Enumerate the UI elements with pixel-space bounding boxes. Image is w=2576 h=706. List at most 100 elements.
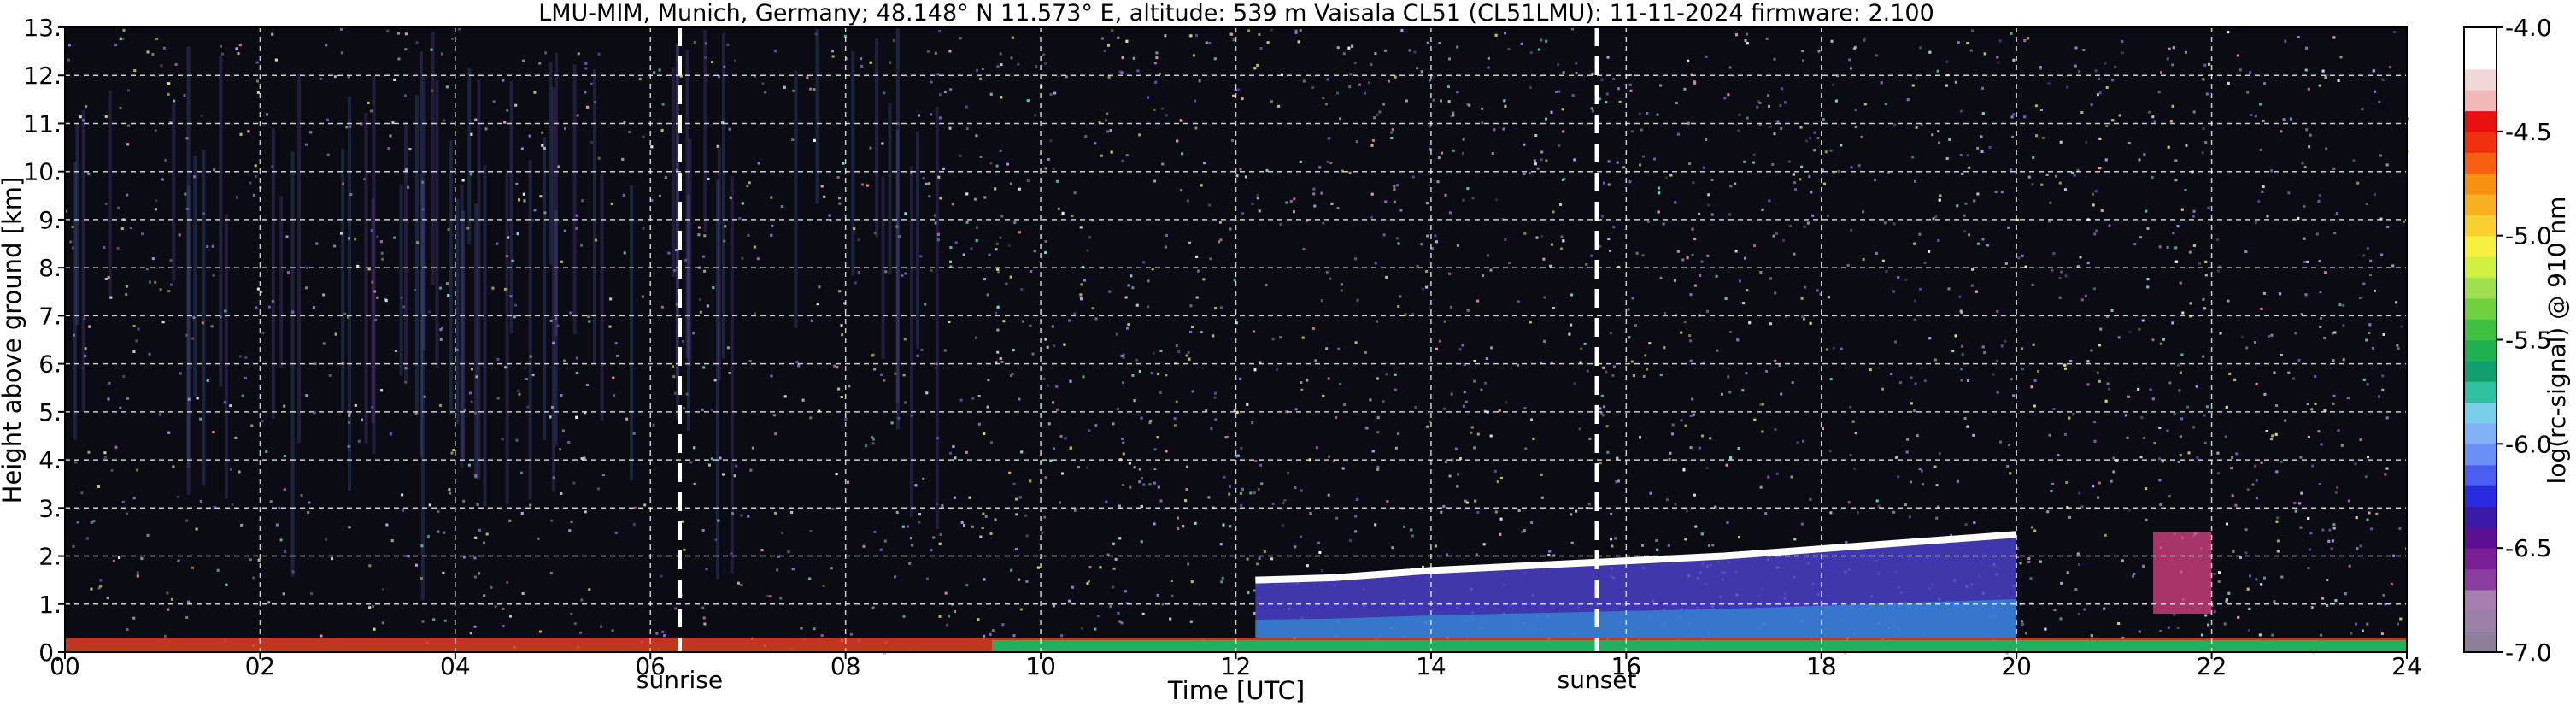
noise-speck — [1862, 257, 1865, 261]
noise-speck — [1558, 144, 1561, 147]
noise-speck — [1009, 275, 1012, 279]
noise-speck — [125, 293, 128, 296]
noise-speck — [533, 91, 537, 94]
noise-speck — [1857, 511, 1860, 515]
noise-speck — [697, 233, 701, 237]
noise-speck — [975, 134, 978, 138]
noise-speck — [402, 305, 406, 309]
noise-speck — [1297, 40, 1300, 44]
noise-speck — [1053, 447, 1055, 450]
noise-speck — [962, 253, 965, 256]
noise-speck — [162, 46, 166, 50]
noise-speck — [1371, 138, 1375, 142]
noise-speck — [1435, 240, 1438, 244]
noise-speck — [918, 114, 920, 117]
noise-speck — [1735, 33, 1738, 37]
noise-speck — [1549, 264, 1552, 268]
noise-speck — [443, 119, 446, 122]
noise-speck — [2098, 379, 2101, 383]
noise-speck — [1906, 98, 1910, 102]
noise-speck — [2064, 274, 2068, 278]
noise-speck — [2098, 167, 2102, 170]
noise-speck — [1080, 297, 1083, 301]
noise-speck — [1884, 103, 1887, 106]
noise-speck — [1165, 374, 1168, 377]
noise-speck — [440, 52, 443, 56]
noise-speck — [753, 245, 756, 249]
noise-speck — [1088, 236, 1092, 239]
noise-speck — [835, 473, 838, 476]
noise-speck — [1300, 388, 1304, 391]
noise-speck — [267, 601, 271, 604]
noise-speck — [1386, 500, 1389, 503]
noise-speck — [661, 103, 665, 106]
noise-speck — [1980, 150, 1984, 153]
noise-speck — [1246, 403, 1249, 406]
noise-speck — [367, 101, 370, 104]
noise-speck — [2284, 39, 2287, 43]
noise-speck — [2173, 412, 2176, 415]
noise-speck — [2145, 487, 2148, 491]
noise-speck — [2057, 454, 2060, 456]
noise-speck — [2323, 337, 2327, 340]
noise-speck — [1456, 485, 1459, 488]
noise-speck — [1600, 215, 1604, 218]
noise-speck — [1138, 133, 1141, 137]
noise-streak — [419, 51, 423, 458]
noise-speck — [2063, 432, 2067, 436]
noise-speck — [167, 608, 170, 611]
noise-speck — [675, 249, 678, 251]
noise-speck — [97, 586, 101, 590]
noise-speck — [2147, 110, 2151, 114]
noise-speck — [2328, 528, 2332, 532]
noise-speck — [2284, 419, 2287, 422]
noise-speck — [1320, 299, 1323, 303]
noise-speck — [151, 53, 155, 56]
noise-speck — [1259, 46, 1263, 50]
noise-speck — [889, 61, 892, 64]
noise-speck — [2342, 358, 2345, 362]
noise-speck — [2083, 608, 2086, 611]
noise-speck — [1118, 537, 1122, 540]
noise-speck — [869, 61, 872, 64]
noise-speck — [211, 244, 214, 248]
noise-speck — [689, 461, 693, 464]
noise-speck — [889, 61, 892, 64]
noise-speck — [1761, 430, 1764, 433]
noise-speck — [2151, 115, 2155, 119]
noise-speck — [485, 532, 489, 536]
noise-speck — [1998, 39, 2002, 43]
noise-speck — [1279, 336, 1282, 339]
noise-speck — [1420, 70, 1423, 74]
noise-speck — [642, 135, 645, 138]
noise-speck — [2162, 338, 2165, 341]
noise-speck — [2365, 203, 2368, 205]
noise-speck — [1133, 466, 1136, 469]
noise-speck — [1237, 88, 1241, 91]
noise-speck — [159, 288, 162, 291]
noise-speck — [97, 485, 100, 488]
noise-speck — [531, 374, 535, 377]
noise-speck — [1312, 187, 1316, 191]
noise-speck — [728, 372, 731, 374]
noise-speck — [1616, 161, 1619, 164]
noise-speck — [1905, 450, 1909, 454]
noise-speck — [2181, 311, 2185, 315]
noise-speck — [2019, 562, 2022, 565]
noise-speck — [1775, 232, 1778, 235]
noise-speck — [1793, 181, 1796, 185]
noise-speck — [790, 511, 794, 514]
noise-speck — [1164, 245, 1167, 249]
noise-speck — [1466, 103, 1470, 106]
noise-speck — [528, 134, 531, 138]
noise-speck — [1967, 379, 1969, 382]
noise-speck — [185, 333, 188, 337]
noise-speck — [1015, 513, 1018, 516]
noise-speck — [1270, 100, 1273, 103]
noise-speck — [1911, 84, 1915, 87]
noise-speck — [385, 523, 389, 527]
noise-speck — [1570, 293, 1573, 297]
noise-speck — [1311, 86, 1315, 90]
noise-speck — [576, 356, 578, 360]
noise-speck — [1198, 79, 1201, 83]
